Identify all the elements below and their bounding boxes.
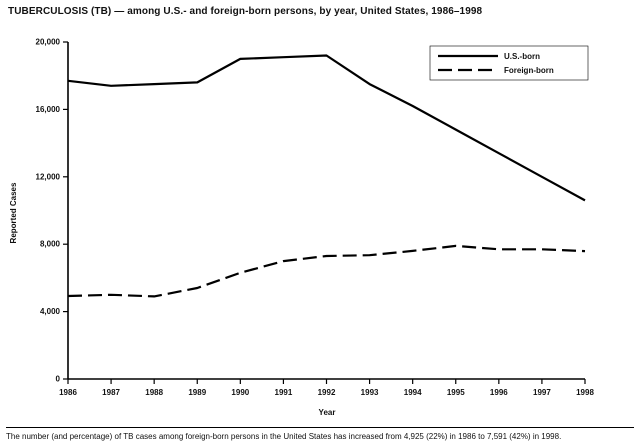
legend-label-us-born: U.S.-born	[504, 52, 540, 61]
line-chart: 0 4,000 8,000 12,000 16,000 20,000 1986 1987 198…	[9, 38, 595, 418]
x-tick-label: 1989	[188, 388, 206, 397]
legend-box	[429, 45, 589, 81]
x-tick-label: 1988	[145, 388, 163, 397]
x-tick-label: 1992	[318, 388, 336, 397]
y-tick-label: 8,000	[40, 240, 61, 249]
series-foreign-born	[67, 244, 586, 298]
x-tick-label: 1995	[447, 388, 465, 397]
y-tick-label: 16,000	[36, 105, 61, 114]
x-tick-label: 1996	[490, 388, 508, 397]
y-tick-label: 12,000	[36, 172, 61, 181]
x-axis-title: Year	[319, 408, 336, 417]
x-tick-label: 1997	[533, 388, 551, 397]
x-tick-label: 1990	[231, 388, 249, 397]
x-tick-label: 1993	[361, 388, 379, 397]
x-tick-label: 1987	[102, 388, 120, 397]
x-tick-label: 1994	[404, 388, 422, 397]
legend: U.S.-born Foreign-born	[429, 45, 589, 81]
y-tick-label: 20,000	[36, 38, 61, 47]
x-tick-label: 1998	[576, 388, 594, 397]
footnote: The number (and percentage) of TB cases …	[6, 427, 634, 441]
y-axis-title: Reported Cases	[9, 182, 18, 243]
y-tick-label: 0	[56, 375, 61, 384]
x-tick-label: 1991	[275, 388, 293, 397]
y-tick-label: 4,000	[40, 307, 61, 316]
series-u-s-born	[67, 54, 586, 202]
chart-title: TUBERCULOSIS (TB) — among U.S.- and fore…	[8, 6, 483, 17]
legend-label-foreign-born: Foreign-born	[504, 66, 554, 75]
plot-area: 0 4,000 8,000 12,000 16,000 20,000 1986 1987 198…	[36, 38, 595, 398]
x-tick-label: 1986	[59, 388, 77, 397]
